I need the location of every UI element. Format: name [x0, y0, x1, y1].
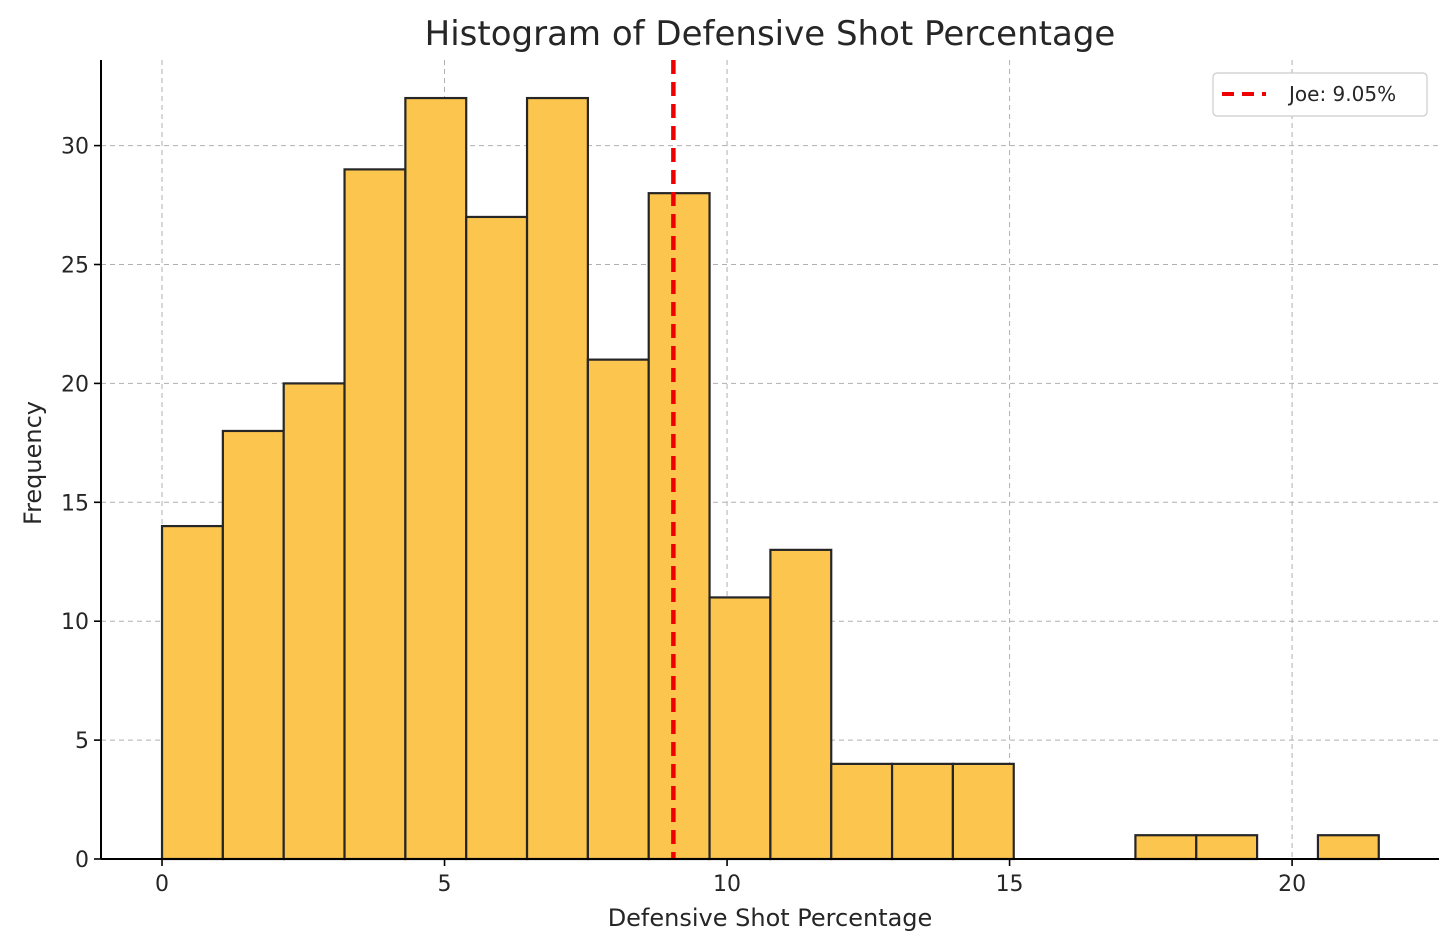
- x-tick-label: 20: [1278, 872, 1306, 897]
- x-tick-label: 15: [996, 872, 1024, 897]
- y-tick-label: 15: [61, 491, 89, 516]
- histogram-bar: [708, 596, 772, 861]
- histogram-bar: [404, 96, 468, 861]
- histogram-bar: [160, 524, 224, 861]
- histogram-bar: [1134, 834, 1198, 861]
- axes: [94, 60, 1439, 866]
- legend-entry-joe: Joe: 9.05%: [1287, 82, 1396, 106]
- histogram-bar: [465, 215, 529, 861]
- x-tick-label: 0: [155, 872, 169, 897]
- y-tick-label: 5: [75, 729, 89, 754]
- y-tick-label: 25: [61, 254, 89, 279]
- histogram-bar: [586, 358, 650, 861]
- histogram-bar: [282, 382, 346, 861]
- x-axis-label: Defensive Shot Percentage: [608, 904, 933, 932]
- histogram-bars: [160, 96, 1380, 861]
- histogram-bar: [1316, 834, 1380, 861]
- y-tick-label: 0: [75, 848, 89, 873]
- histogram-bar: [221, 429, 285, 861]
- x-tick-label: 10: [713, 872, 741, 897]
- histogram-bar: [525, 96, 589, 861]
- histogram-bar: [890, 762, 955, 861]
- y-tick-label: 30: [61, 135, 89, 160]
- histogram-bar: [647, 192, 711, 861]
- histogram-bar: [769, 548, 833, 861]
- legend-box: [1212, 72, 1428, 117]
- histogram-bar: [830, 762, 894, 861]
- chart-title: Histogram of Defensive Shot Percentage: [425, 14, 1116, 54]
- y-tick-label: 20: [61, 372, 89, 397]
- x-tick-label: 5: [438, 872, 452, 897]
- y-tick-label: 10: [61, 610, 89, 635]
- histogram-bar: [1195, 834, 1259, 861]
- histogram-bar: [951, 762, 1015, 861]
- legend: Joe: 9.05%: [1212, 72, 1428, 117]
- tick-labels: 0 5 10 15 20 0 5 10 15 20 25 30: [61, 135, 1306, 897]
- y-axis-label: Frequency: [19, 401, 47, 525]
- histogram-bar: [343, 168, 407, 861]
